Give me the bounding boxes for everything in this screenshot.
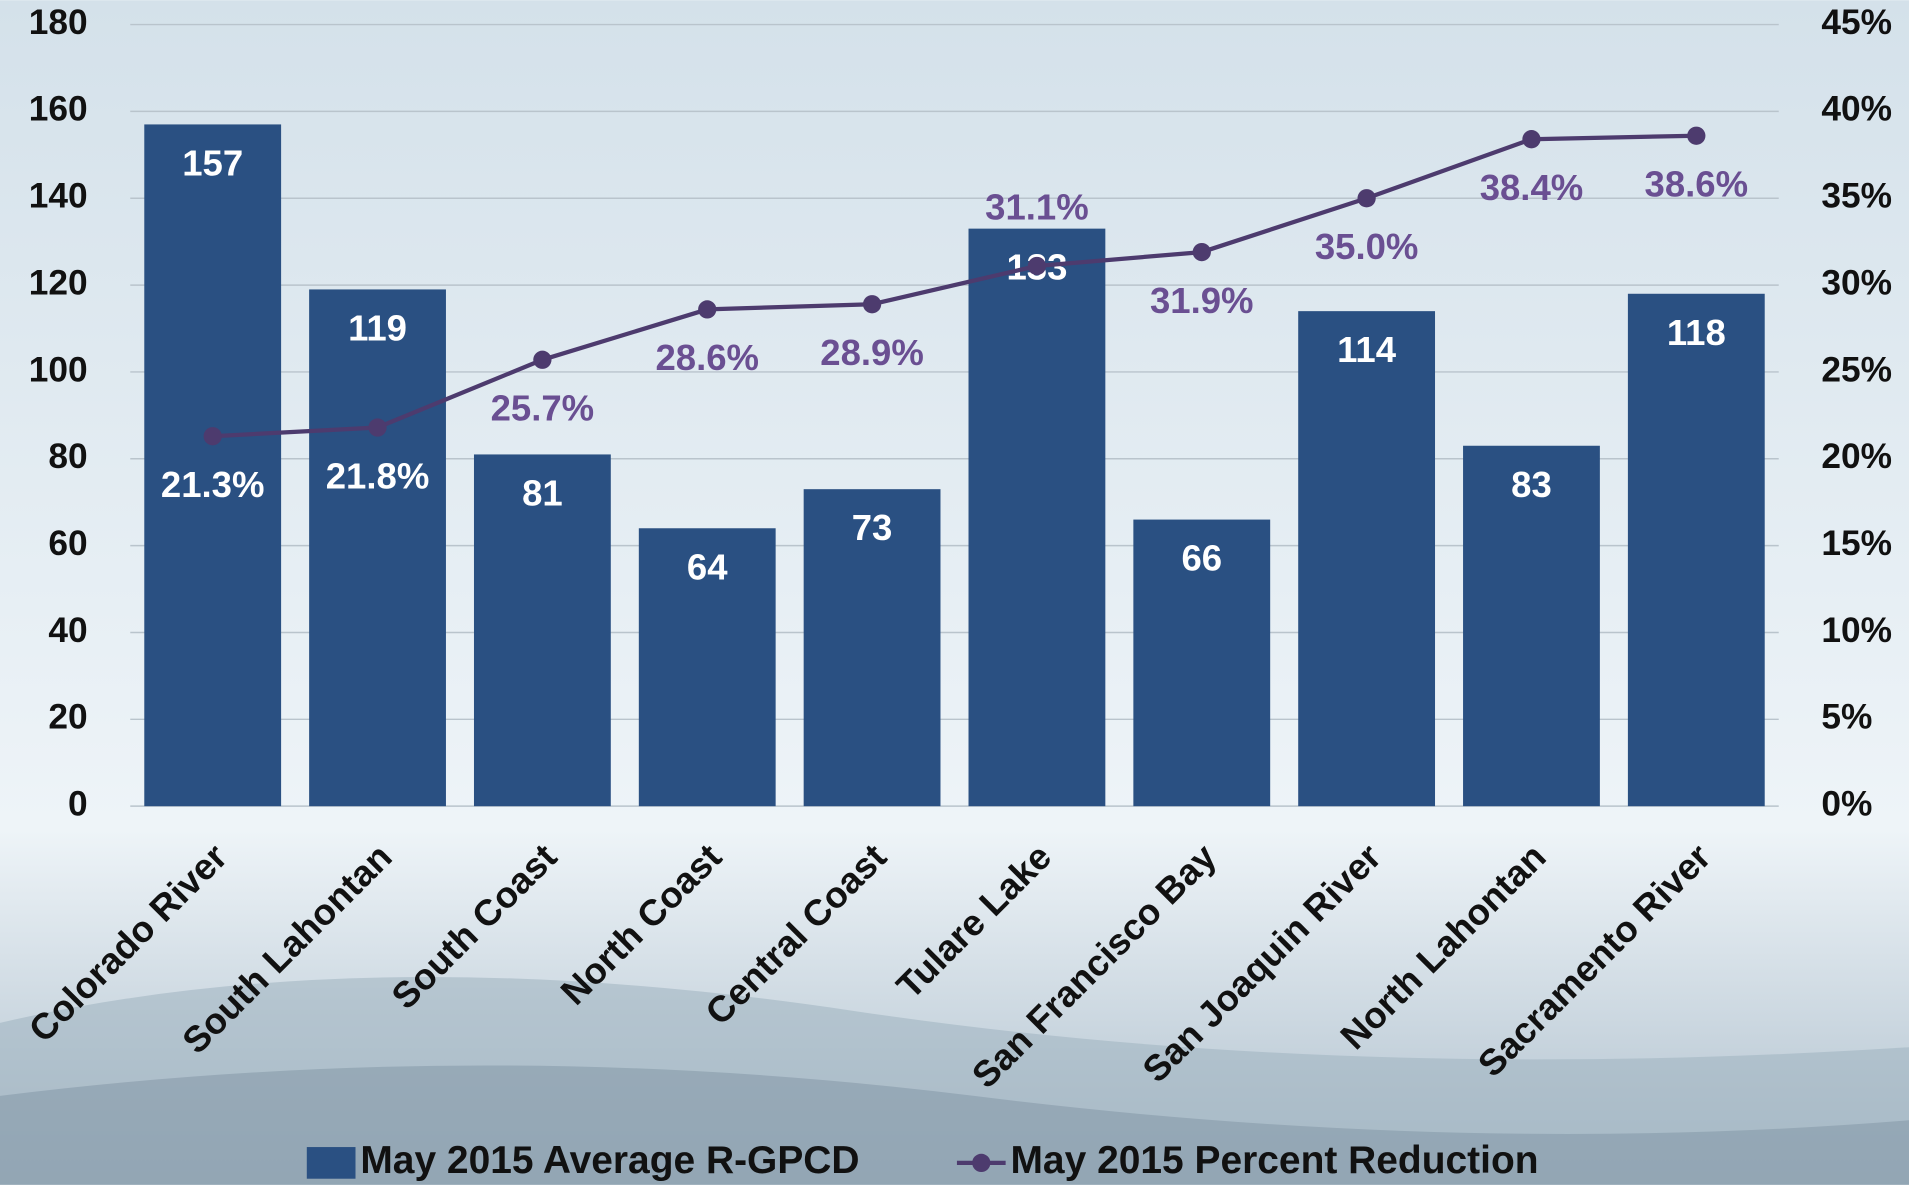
bar-value-label: 81 <box>522 472 563 513</box>
y2-tick-label: 40% <box>1821 90 1892 129</box>
bar <box>803 489 941 807</box>
y-tick-label: 60 <box>48 524 87 563</box>
line-point <box>1192 242 1211 262</box>
line-value-label: 21.8% <box>326 455 430 496</box>
y-tick-label: 80 <box>48 437 87 476</box>
line-value-label: 28.6% <box>655 337 759 378</box>
line-point <box>1687 126 1706 145</box>
y2-tick-label: 45% <box>1821 3 1892 42</box>
bar <box>309 289 446 807</box>
line-value-label: 21.3% <box>161 464 265 505</box>
bar <box>144 124 282 807</box>
line-point <box>698 300 717 319</box>
y2-tick-label: 25% <box>1821 350 1892 389</box>
legend-label: May 2015 Percent Reduction <box>1011 1139 1539 1182</box>
bar-value-label: 66 <box>1181 538 1222 579</box>
y-tick-label: 100 <box>29 350 88 389</box>
line-point <box>1027 256 1047 276</box>
bar <box>473 454 611 807</box>
line-point <box>368 418 387 437</box>
line-point <box>862 295 882 314</box>
line-value-label: 38.4% <box>1480 167 1584 208</box>
y2-tick-label: 35% <box>1821 177 1892 216</box>
bar <box>638 528 776 807</box>
line-point <box>533 350 552 369</box>
bar-value-label: 114 <box>1337 329 1397 370</box>
line-value-label: 38.6% <box>1645 163 1749 204</box>
bar <box>1298 311 1436 807</box>
legend-swatch <box>306 1147 356 1179</box>
bar-value-label: 118 <box>1667 312 1726 353</box>
bar <box>1627 293 1765 807</box>
line <box>212 133 1697 439</box>
line-value-label: 31.9% <box>1150 280 1254 321</box>
y-tick-label: 120 <box>29 263 88 302</box>
y2-tick-label: 20% <box>1821 437 1892 476</box>
bar-value-label: 119 <box>348 307 407 348</box>
y-tick-label: 140 <box>29 177 88 216</box>
line-value-label: 31.1% <box>985 187 1089 228</box>
line-point <box>203 427 222 446</box>
y-tick-label: 40 <box>48 611 87 650</box>
bar <box>1463 445 1600 807</box>
y-tick-label: 160 <box>29 90 88 129</box>
y2-tick-label: 10% <box>1821 611 1892 650</box>
bar-value-label: 157 <box>182 142 243 183</box>
line-value-label: 35.0% <box>1315 226 1419 267</box>
y-tick-label: 0 <box>68 784 88 823</box>
legend-swatch <box>972 1153 991 1173</box>
y2-tick-label: 15% <box>1821 524 1892 563</box>
y-tick-label: 20 <box>48 698 87 737</box>
bar <box>1133 519 1271 807</box>
line-point <box>1522 130 1541 149</box>
line-point <box>1357 189 1376 208</box>
y2-tick-label: 5% <box>1821 698 1872 737</box>
y2-tick-label: 30% <box>1821 263 1892 302</box>
bar <box>968 228 1106 807</box>
line-value-label: 25.7% <box>491 388 595 429</box>
bar-value-label: 73 <box>852 507 893 548</box>
legend-label: May 2015 Average R-GPCD <box>360 1139 859 1182</box>
bar-value-label: 83 <box>1511 464 1552 505</box>
line-value-label: 28.9% <box>820 332 924 373</box>
bar-value-label: 64 <box>687 546 728 587</box>
y2-tick-label: 0% <box>1821 784 1872 823</box>
background-wave <box>0 1065 1909 1185</box>
y-tick-label: 180 <box>29 3 88 42</box>
